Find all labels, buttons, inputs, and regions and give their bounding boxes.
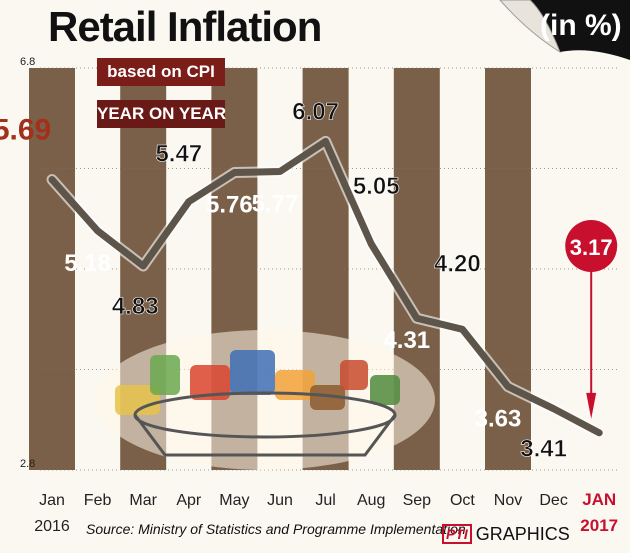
graphics-label: GRAPHICS [475,524,570,544]
pin-tip [586,392,597,419]
grocery-item [190,365,230,400]
pin-head [565,220,618,272]
value-label: 4.31 [383,327,430,354]
x-tick-label: Apr [176,492,202,509]
year-label-start: 2016 [34,518,70,535]
unit-label: (in %) [540,9,622,42]
series-line [48,137,603,437]
value-label: 5.77 [252,191,299,218]
grocery-item [370,375,400,405]
year-label-end: 2017 [580,516,618,535]
value-label: 5.47 [155,141,202,168]
axis: 2.8 6.8 Jan Feb Mar Apr May Jun Jul Aug Sep Oct Nov D… [20,56,618,535]
value-label: 5.69 [0,114,51,147]
value-label: 5.18 [64,250,111,277]
ribbon-year-on-year: YEAR ON YEAR [97,100,226,128]
source-note: Source: Ministry of Statistics and Progr… [86,521,466,537]
x-tick-label: Feb [84,492,112,509]
value-label: 4.20 [434,250,481,277]
grocery-item [310,385,345,410]
page-curl-corner [499,0,630,60]
basket-body [133,414,397,457]
value-label: 4.83 [112,293,159,320]
value-label: 6.07 [292,98,339,125]
grocery-item [150,355,180,395]
x-tick-label: Jul [315,492,335,509]
x-tick-label: JAN [582,490,616,509]
pti-logo: PTI [442,524,472,544]
x-tick-label: Dec [539,492,567,509]
value-label: 3.41 [520,436,567,463]
y-tick-label: 6.8 [20,56,35,68]
x-tick-label: Sep [403,492,432,509]
x-tick-label: Oct [450,492,475,509]
value-label: 3.63 [475,406,522,433]
y-tick-label: 2.8 [20,458,35,470]
value-label: 5.05 [353,173,400,200]
x-tick-label: Mar [129,492,157,509]
x-tick-label: Aug [357,492,385,509]
grocery-basket-illustration [95,330,435,470]
value-labels: 5.69 5.184.83 5.475.765.77 6.07 5.05 4.31 4.20… [0,98,618,463]
chart-title: Retail Inflation [48,3,322,50]
x-tick-label: Nov [494,492,522,509]
brand-mark: PTI GRAPHICS [442,522,570,546]
curl-flap [499,0,562,54]
grocery-item [115,385,160,415]
value-label: 5.76 [206,192,253,219]
ribbon-based-on: based on CPI [97,58,225,86]
inflation-series [46,135,605,439]
grocery-item [230,350,275,395]
x-tick-label: May [219,492,249,509]
grocery-item [340,360,368,390]
x-tick-label: Jun [267,492,293,509]
value-label-highlight: 3.17 [570,235,613,260]
x-tick-label: Jan [39,492,65,509]
